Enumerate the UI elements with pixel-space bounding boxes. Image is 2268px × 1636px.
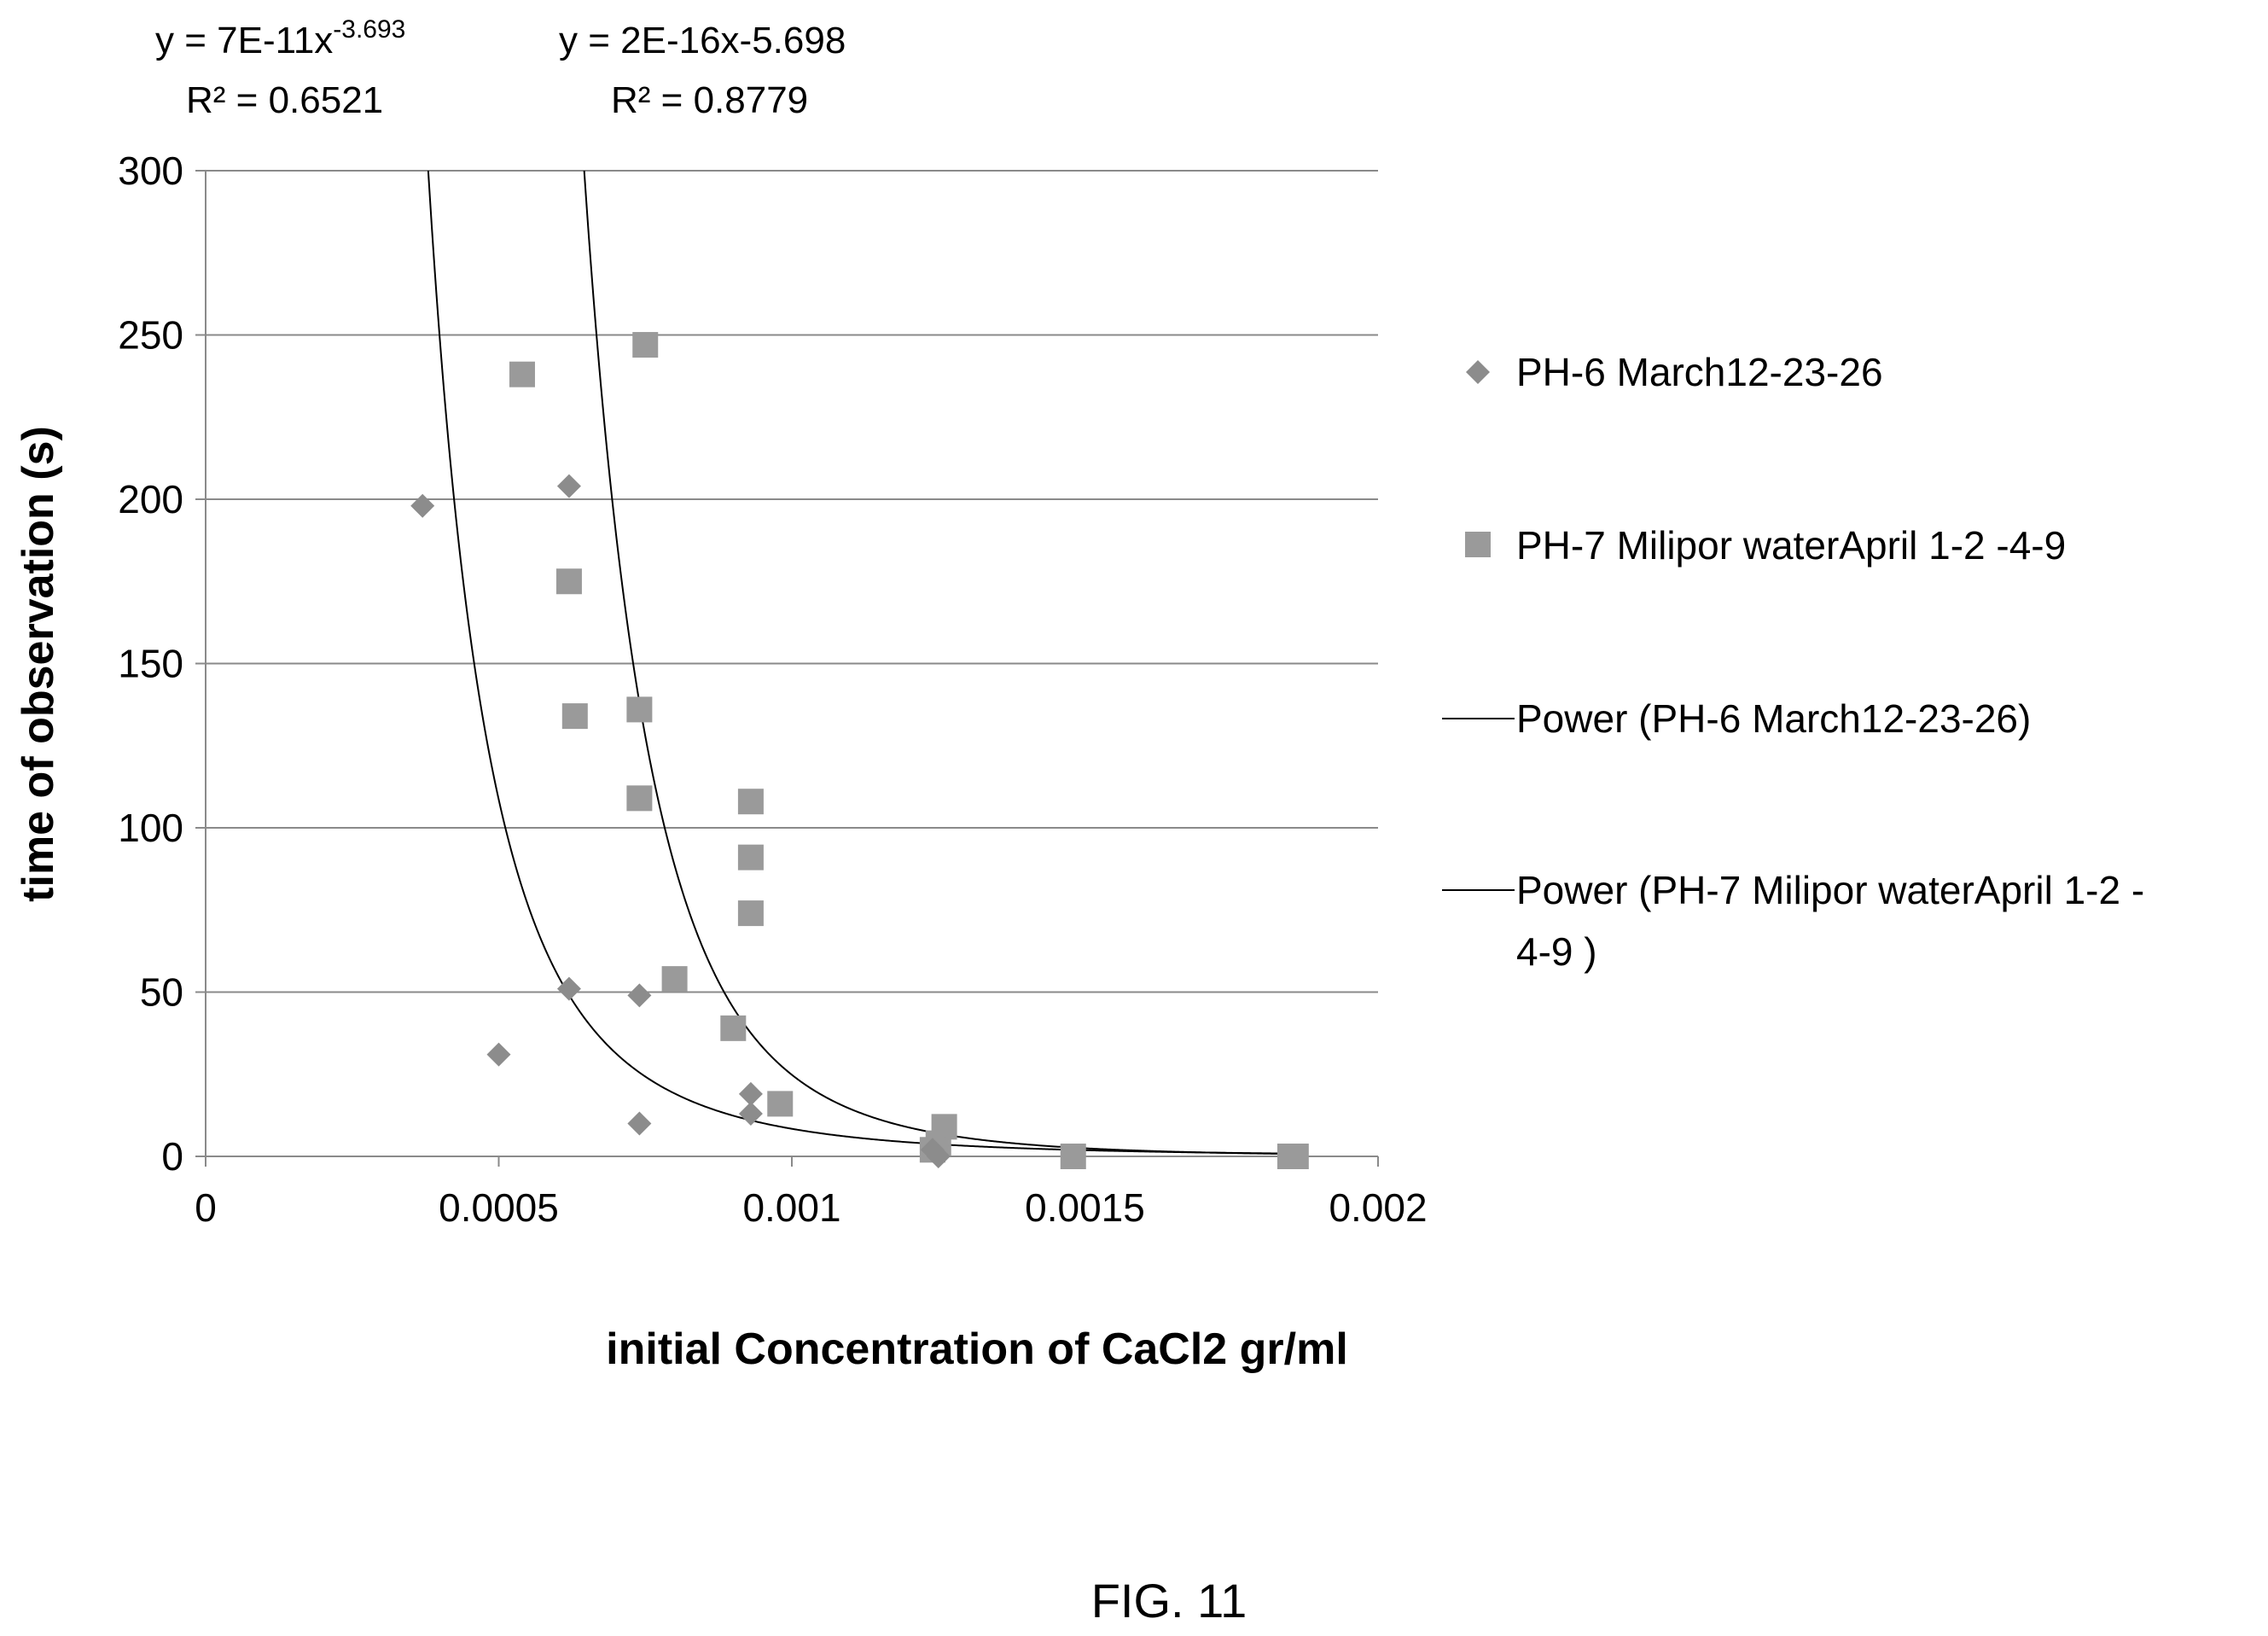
legend-ph7-label: PH-7 Milipor waterApril 1-2 -4-9: [1516, 523, 2066, 568]
x-tick-label: 0.0015: [1025, 1185, 1145, 1230]
ph7-point: [737, 844, 764, 870]
axes: [205, 171, 1378, 1157]
gridlines: [195, 170, 1379, 1167]
y-tick-label: 0: [161, 1134, 183, 1179]
x-axis-title: initial Concentration of CaCl2 gr/ml: [606, 1325, 1348, 1374]
trendlines: [427, 170, 1296, 1156]
trend-ph6-r2: R² = 0.6521: [186, 79, 383, 121]
y-tick-label: 200: [118, 477, 183, 521]
y-tick-label: 250: [118, 313, 183, 358]
ph6-point: [486, 1042, 511, 1067]
ph7-point: [509, 361, 535, 387]
ph7-point: [737, 789, 764, 815]
ph6-point: [410, 493, 435, 518]
ph7-point: [632, 332, 659, 358]
legend-ph7-marker: [1465, 532, 1491, 557]
legend-trend-ph6-label: Power (PH-6 March12-23-26): [1516, 696, 2031, 741]
ph7-point: [720, 1015, 747, 1041]
ph7-point: [626, 785, 653, 812]
y-tick-label: 300: [118, 148, 183, 193]
y-tick-labels: 0 50 100 150 200 250 300: [118, 148, 183, 1179]
x-tick-label: 0.002: [1329, 1185, 1427, 1230]
ph7-point: [555, 568, 582, 595]
trendline-ph6: [427, 170, 1296, 1155]
trend-ph7-r2: R² = 0.8779: [611, 79, 808, 121]
legend-trend-ph7-label-line1: Power (PH-7 Milipor waterApril 1-2 -: [1516, 868, 2144, 912]
ph7-point: [661, 966, 688, 993]
ph6-point: [738, 1081, 763, 1106]
legend-ph6-label: PH-6 March12-23-26: [1516, 350, 1883, 394]
ph6-point: [556, 474, 581, 498]
x-tick-label: 0.001: [742, 1185, 840, 1230]
y-tick-label: 100: [118, 806, 183, 850]
y-axis-title: time of observation (s): [14, 426, 63, 902]
ph6-point: [627, 1111, 652, 1136]
ph7-point: [626, 696, 653, 723]
y-tick-label: 50: [140, 970, 183, 1015]
ph7-point: [767, 1091, 794, 1117]
ph7-point: [1276, 1144, 1303, 1169]
ph6-point: [738, 1101, 763, 1126]
x-tick-label: 0.0005: [439, 1185, 559, 1230]
y-tick-label: 150: [118, 642, 183, 686]
ph7-point: [1060, 1144, 1086, 1169]
x-tick-label: 0: [195, 1185, 217, 1230]
data-points: [410, 332, 1309, 1169]
legend-trend-ph7-label-line2: 4-9 ): [1516, 929, 1597, 974]
ph6-point: [556, 976, 581, 1001]
ph6-point: [926, 1144, 951, 1168]
trend-ph6-equation: y = 7E-11x-3.693: [155, 15, 405, 61]
legend-ph6-marker: [1466, 360, 1490, 384]
trendline-ph7: [583, 171, 1296, 1156]
x-tick-labels: 0 0.0005 0.001 0.0015 0.002: [195, 1185, 1427, 1230]
ph6-point: [627, 983, 652, 1008]
ph7-point: [737, 900, 764, 927]
figure-label: FIG. 11: [1091, 1574, 1247, 1627]
legend: PH-6 March12-23-26 PH-7 Milipor waterApr…: [1442, 350, 2144, 974]
ph7-point: [561, 703, 588, 730]
trend-ph7-equation: y = 2E-16x-5.698: [559, 20, 846, 61]
